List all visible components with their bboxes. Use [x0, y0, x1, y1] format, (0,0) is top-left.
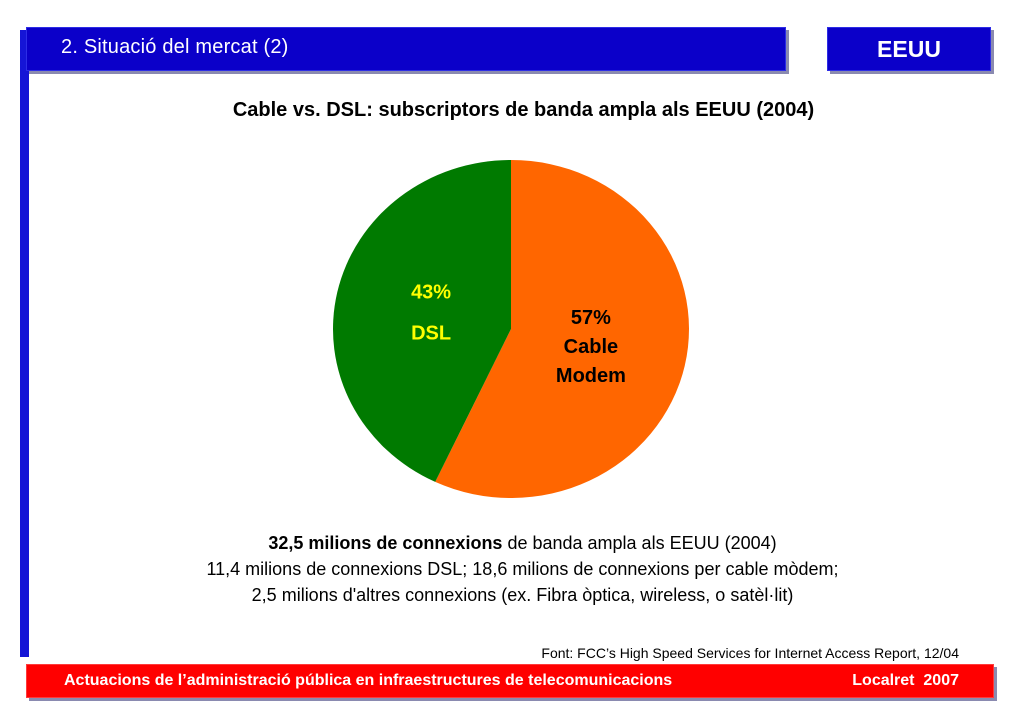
country-tag-label: EEUU [877, 35, 941, 62]
pie-slice-0 [435, 160, 689, 498]
footer-bar: Actuacions de l’administració pública en… [26, 664, 994, 698]
left-accent-rule [20, 30, 29, 657]
summary-line-3: 2,5 milions d'altres connexions (ex. Fib… [251, 585, 794, 605]
pie-slice-label-line: Modem [556, 365, 626, 387]
summary-text: 32,5 milions de connexions de banda ampl… [0, 530, 1023, 608]
footer-text: Actuacions de l’administració pública en… [64, 672, 673, 689]
pie-slice-label-1: 43% DSL [411, 282, 451, 345]
footer-credit: Localret 2007 [852, 672, 959, 689]
source-note: Font: FCC’s High Speed Services for Inte… [541, 645, 959, 661]
summary-line-2: 11,4 milions de connexions DSL; 18,6 mil… [206, 559, 839, 579]
pie-slice-label-line: 57% [571, 307, 611, 329]
header-bar: 2. Situació del mercat (2) [26, 27, 786, 71]
pie-slice-1 [332, 160, 511, 482]
pie-slice-label-line: 43% [411, 282, 451, 304]
summary-total: 32,5 milions de connexions [268, 533, 503, 553]
pie-slice-label-0: 57% Cable Modem [556, 307, 626, 387]
pie-slice-label-line: DSL [411, 323, 451, 345]
summary-line-1: 32,5 milions de connexions de banda ampl… [22, 530, 1023, 556]
pie-slice-label-line: Cable [564, 336, 618, 358]
summary-total-rest: de banda ampla als EEUU (2004) [502, 533, 777, 553]
section-title: 2. Situació del mercat (2) [61, 36, 289, 58]
chart-title: Cable vs. DSL: subscriptors de banda amp… [232, 99, 815, 121]
country-tag: EEUU [827, 27, 991, 71]
